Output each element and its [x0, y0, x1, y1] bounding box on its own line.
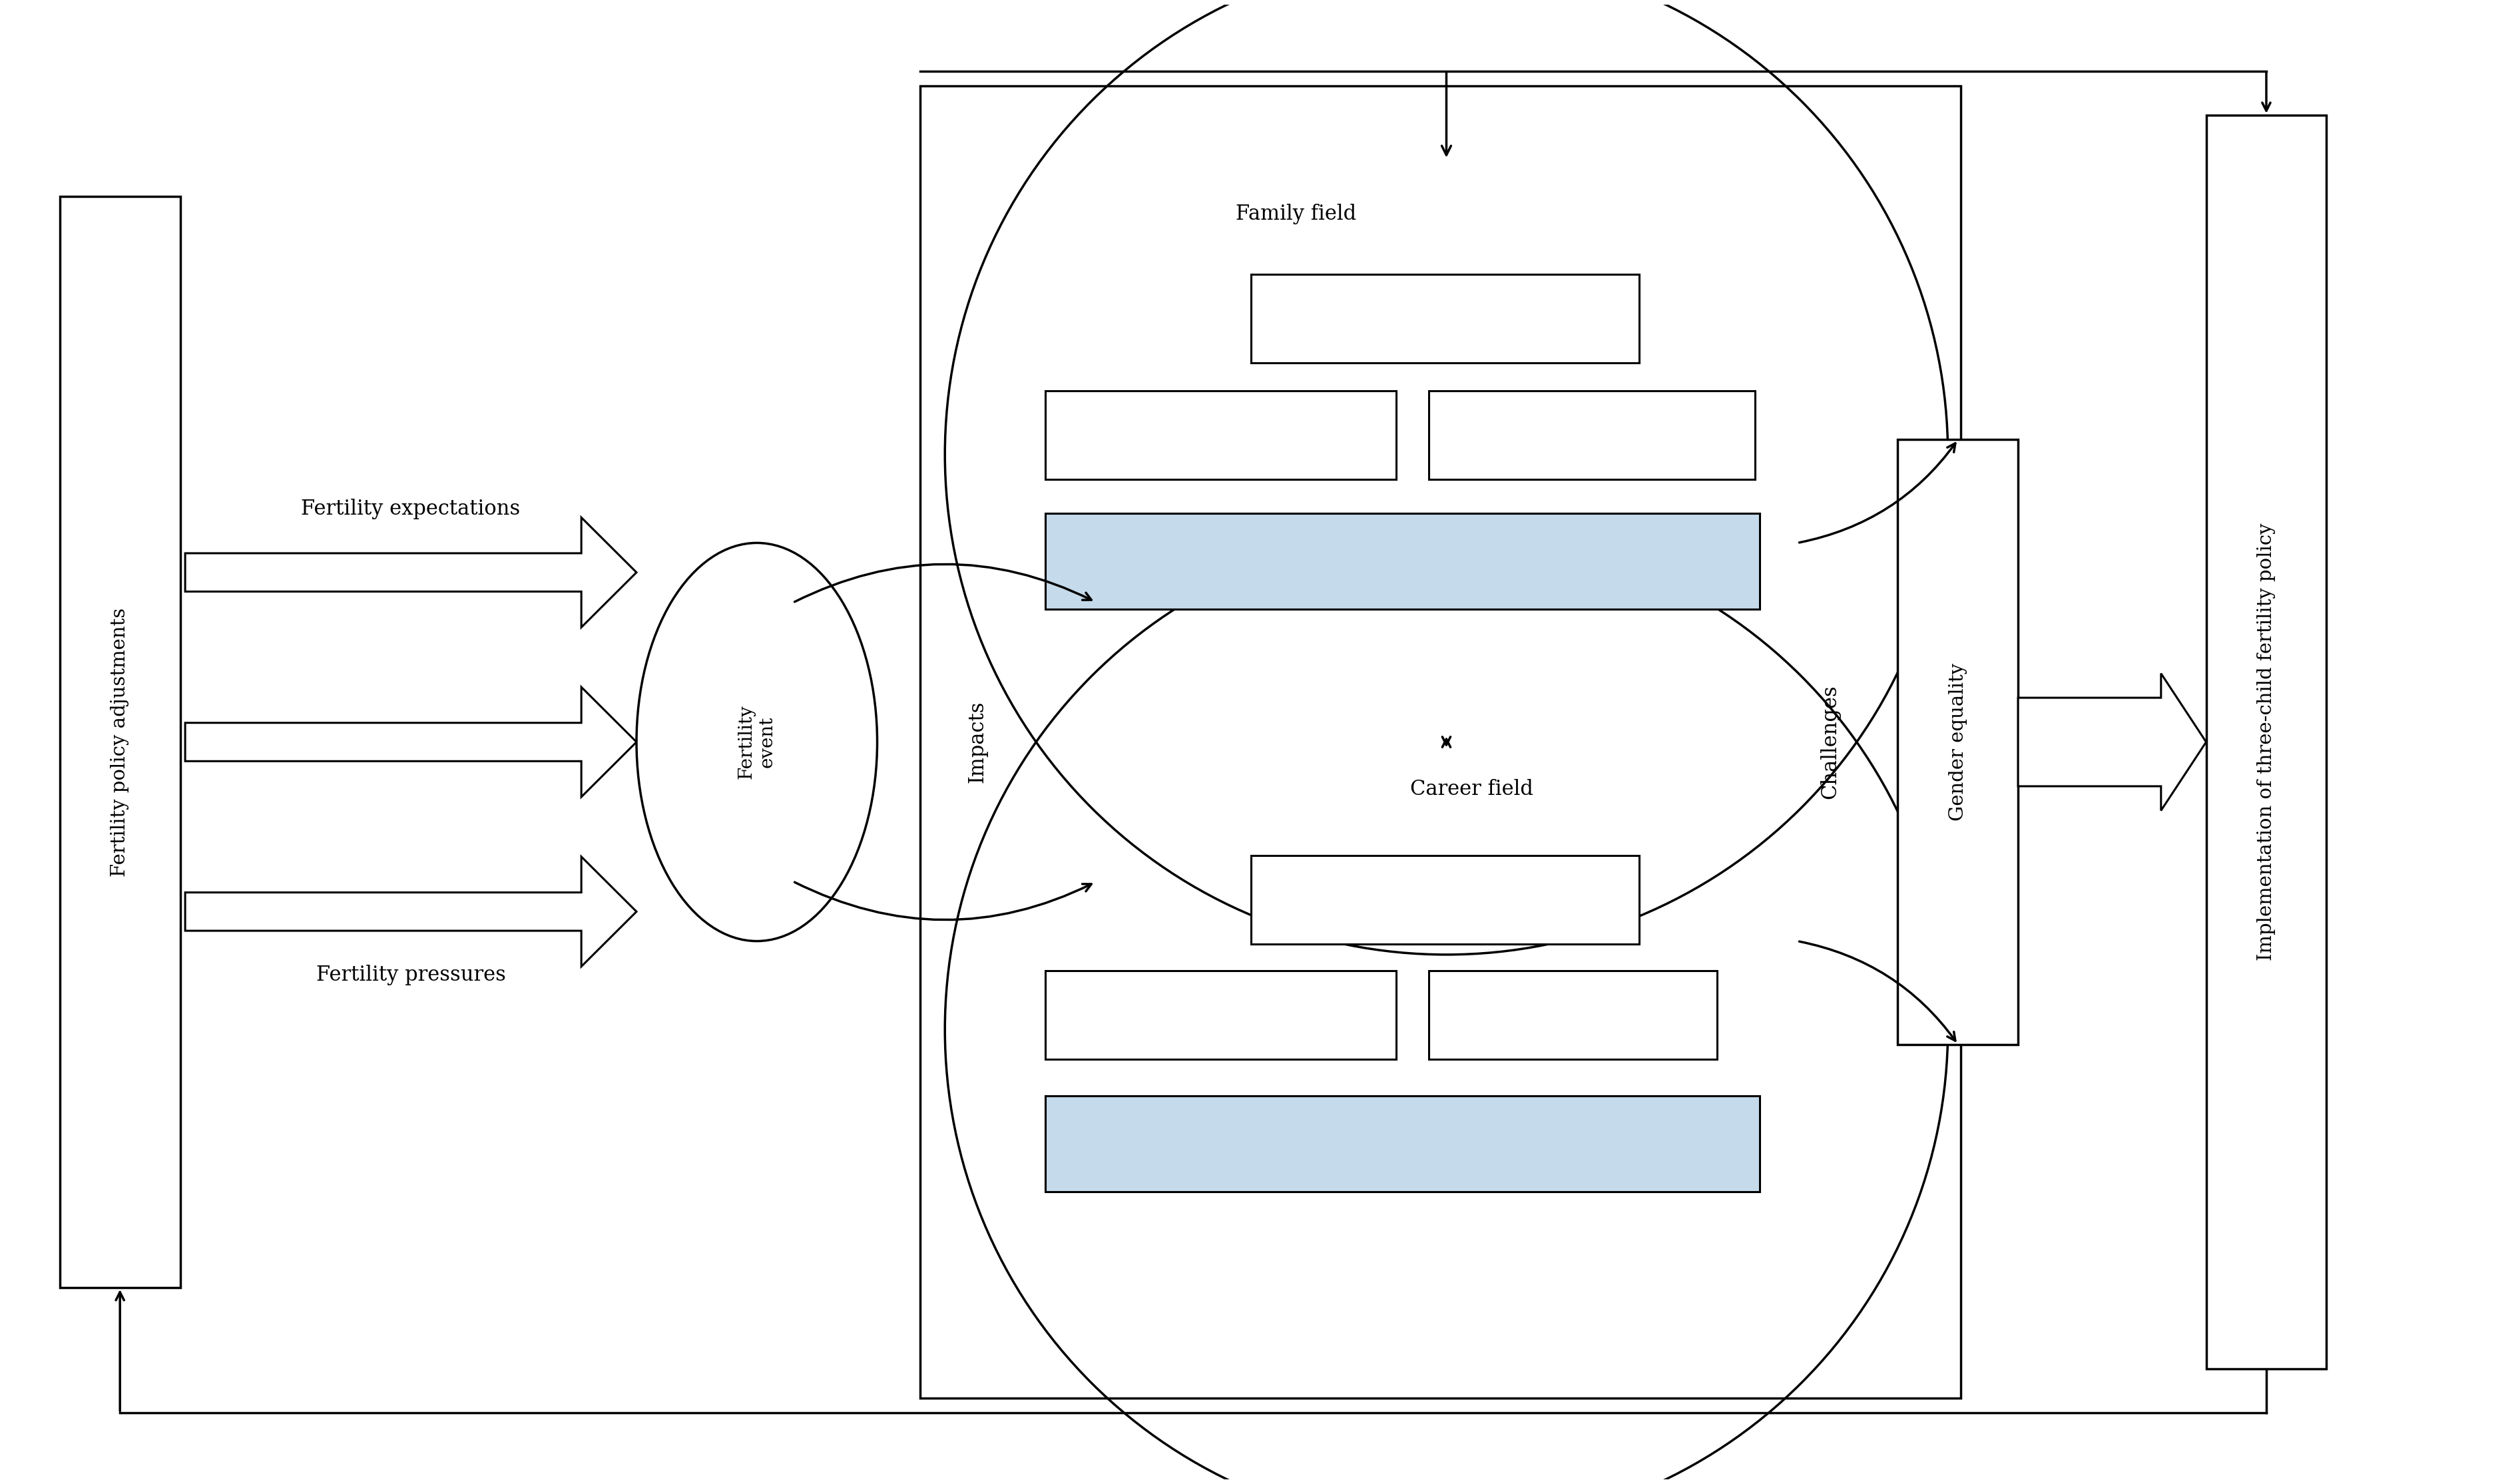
Text: Job hunting: Job hunting	[1391, 890, 1500, 908]
Text: Fertility policy adjustments: Fertility policy adjustments	[111, 607, 128, 877]
Bar	[60, 196, 181, 1288]
Bar	[1044, 390, 1396, 479]
Text: Impacts: Impacts	[966, 700, 989, 784]
Bar	[1429, 971, 1716, 1060]
Bar	[1250, 275, 1638, 364]
Bar	[1044, 971, 1396, 1060]
Text: Child-bearing: Child-bearing	[1162, 427, 1278, 442]
Text: Life cycle stages: Life cycle stages	[1323, 552, 1479, 570]
Text: Marriage: Marriage	[1401, 310, 1489, 328]
Text: Implementation of three-child fertility policy: Implementation of three-child fertility …	[2257, 524, 2274, 960]
Text: Career field: Career field	[1409, 779, 1532, 800]
Ellipse shape	[637, 543, 878, 941]
Polygon shape	[186, 687, 637, 797]
Bar	[1250, 856, 1638, 944]
Polygon shape	[186, 856, 637, 966]
Text: Gender equality: Gender equality	[1947, 663, 1968, 821]
Text: Fertility pressures: Fertility pressures	[317, 965, 506, 985]
Text: Family field: Family field	[1235, 203, 1356, 224]
Bar	[918, 86, 1960, 1398]
Bar	[2207, 116, 2325, 1368]
Bar	[1429, 390, 1754, 479]
Polygon shape	[2018, 674, 2207, 810]
Text: Child-care: Child-care	[1547, 427, 1635, 442]
Text: Challenges: Challenges	[1819, 684, 1839, 800]
Text: Life cycle stages: Life cycle stages	[1323, 1135, 1479, 1153]
Text: Fertility expectations: Fertility expectations	[302, 499, 521, 519]
Bar	[1044, 513, 1759, 610]
Text: Job departure: Job departure	[1162, 1008, 1278, 1022]
Bar	[1044, 1097, 1759, 1192]
Text: Promotion: Promotion	[1530, 1008, 1615, 1022]
Polygon shape	[186, 518, 637, 628]
Text: Fertility
event: Fertility event	[737, 705, 775, 779]
Bar	[1897, 439, 2018, 1045]
